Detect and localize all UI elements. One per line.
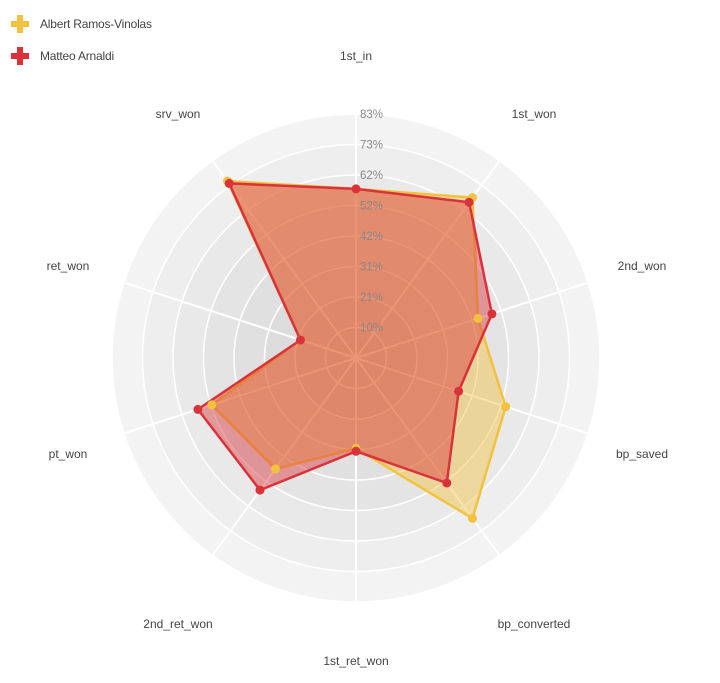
axis-label-bp-converted: bp_converted <box>498 617 571 631</box>
tick-label: 10% <box>360 323 383 335</box>
axis-label-pt-won: pt_won <box>49 447 88 461</box>
grid-spoke <box>123 357 357 435</box>
data-point-2[interactable] <box>224 178 234 188</box>
tick-label: 42% <box>360 231 383 243</box>
axis-label-ret-won: ret_won <box>47 259 90 273</box>
axis-label-1st-in: 1st_in <box>340 49 372 63</box>
axis-label-1st-won: 1st_won <box>512 107 557 121</box>
grid-spoke <box>355 357 589 435</box>
data-point-1[interactable] <box>207 400 217 410</box>
tick-label: 52% <box>360 201 383 213</box>
legend-label-series-2: Matteo Arnaldi <box>40 49 114 63</box>
data-point-2[interactable] <box>296 335 305 345</box>
data-point-2[interactable] <box>255 485 265 495</box>
axis-label-1st-ret-won: 1st_ret_won <box>323 654 388 668</box>
axis-label-bp-saved: bp_saved <box>616 447 668 461</box>
data-point-1[interactable] <box>468 513 477 523</box>
tick-label: 62% <box>360 170 383 182</box>
legend-item-series-1[interactable]: Albert Ramos-Vinolas <box>10 14 152 34</box>
data-point-2[interactable] <box>193 404 203 414</box>
grid-spoke <box>123 281 357 359</box>
grid-spoke <box>355 357 501 556</box>
grid-spoke <box>355 281 589 359</box>
data-point-1[interactable] <box>473 313 483 323</box>
legend-item-series-2[interactable]: Matteo Arnaldi <box>10 46 152 66</box>
tick-labels: 10% 21% 31% 42% 52% 62% 73% 83% <box>360 109 383 335</box>
grid-spoke <box>355 160 501 359</box>
legend: Albert Ramos-Vinolas Matteo Arnaldi <box>10 14 152 78</box>
axis-labels: 1st_in 1st_won 2nd_won bp_saved bp_converted… <box>47 49 668 668</box>
plus-icon <box>11 15 29 33</box>
tick-label: 83% <box>360 109 383 121</box>
data-point-1[interactable] <box>501 402 511 412</box>
legend-label-series-1: Albert Ramos-Vinolas <box>40 17 152 31</box>
plus-icon <box>11 47 29 65</box>
data-point-2[interactable] <box>442 478 452 488</box>
data-point-1[interactable] <box>271 464 280 474</box>
data-point-2[interactable] <box>464 197 474 207</box>
series-points <box>193 176 511 523</box>
series-areas <box>196 179 507 520</box>
tick-label: 31% <box>360 262 383 274</box>
grid-spoke <box>211 357 357 556</box>
grid-spoke <box>211 160 357 359</box>
grid-spokes <box>123 114 589 602</box>
axis-label-srv-won: srv_won <box>156 107 201 121</box>
axis-label-2nd-ret-won: 2nd_ret_won <box>143 617 212 631</box>
data-point-2[interactable] <box>351 184 361 194</box>
data-point-2[interactable] <box>487 309 497 319</box>
data-point-2[interactable] <box>454 386 464 396</box>
data-point-2[interactable] <box>351 446 361 456</box>
tick-label: 21% <box>360 292 383 304</box>
tick-label: 73% <box>360 140 383 152</box>
axis-label-2nd-won: 2nd_won <box>618 259 667 273</box>
